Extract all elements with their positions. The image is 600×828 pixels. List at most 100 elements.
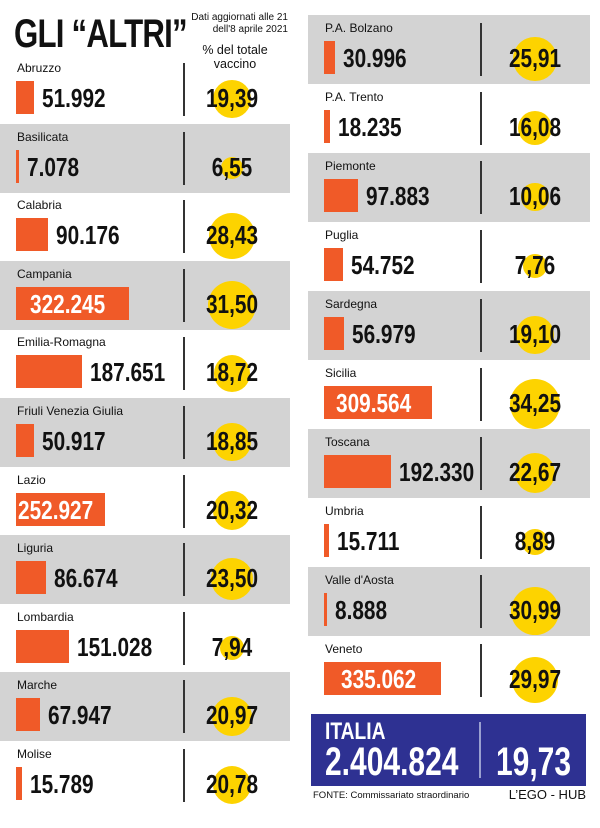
region-label: Sicilia	[325, 366, 357, 380]
pct-column-header: % del totale vaccino	[202, 43, 268, 71]
value-label: 335.062	[340, 664, 416, 694]
pct-circle	[213, 80, 251, 118]
value-bar	[16, 218, 48, 252]
divider	[183, 337, 185, 391]
table-row: Molise 15.789 20,78	[0, 741, 290, 810]
divider	[479, 722, 481, 778]
value-label: 322.245	[30, 288, 106, 319]
pct-circle	[219, 635, 245, 660]
pct-label: 18,85	[205, 426, 259, 456]
value-bar	[324, 110, 331, 143]
region-label: Puglia	[325, 228, 359, 242]
value-label: 30.996	[342, 43, 407, 73]
region-label: Basilicata	[17, 129, 69, 144]
pct-label: 20,97	[205, 700, 259, 731]
value-label: 309.564	[336, 388, 412, 418]
table-row: Lombardia 151.028 7,94	[0, 604, 290, 673]
region-label: Friuli Venezia Giulia	[17, 404, 124, 418]
value-label: 67.947	[47, 700, 112, 731]
total-label: ITALIA	[325, 718, 386, 745]
divider	[183, 268, 185, 322]
region-label: Lazio	[17, 472, 46, 487]
value-bar	[16, 286, 129, 320]
pct-label: 22,67	[508, 457, 562, 487]
divider	[183, 543, 185, 597]
pct-circle	[511, 587, 559, 635]
value-bar	[16, 424, 34, 457]
value-label: 252.927	[18, 494, 94, 525]
region-label: Campania	[17, 266, 72, 281]
region-label: Piemonte	[325, 159, 376, 173]
value-bar	[324, 317, 344, 350]
pct-circle	[513, 37, 557, 81]
value-bar	[16, 561, 47, 595]
table-row: Toscana 192.330 22,67	[308, 429, 590, 498]
divider	[183, 406, 185, 459]
table-row: Basilicata 7.078 6,55	[0, 123, 290, 193]
value-label: 151.028	[76, 631, 153, 662]
value-bar	[324, 386, 433, 419]
value-bar	[16, 698, 40, 732]
divider	[183, 680, 185, 734]
pct-circle	[510, 379, 560, 429]
divider	[480, 92, 482, 145]
value-label: 97.883	[366, 181, 430, 211]
pct-label: 7,94	[211, 631, 253, 662]
value-bar	[324, 524, 330, 557]
table-row: Campania 322.245 31,50	[0, 260, 290, 330]
divider	[183, 200, 185, 254]
divider	[480, 575, 482, 628]
table-row: Friuli Venezia Giulia 50.917 18,85	[0, 398, 290, 467]
region-label: Valle d'Aosta	[325, 573, 394, 587]
table-row: P.A. Bolzano 30.996 25,91	[308, 15, 590, 84]
divider	[183, 474, 185, 528]
divider	[480, 23, 482, 76]
value-label: 7.078	[27, 151, 80, 182]
pct-label: 28,43	[205, 220, 259, 251]
table-row: Marche 67.947 20,97	[0, 672, 290, 742]
table-row: Veneto 335.062 29,97	[308, 636, 590, 705]
divider	[480, 299, 482, 352]
value-label: 50.917	[41, 426, 106, 456]
value-label: 18.235	[338, 112, 402, 142]
value-bar	[324, 662, 442, 695]
table-row: Lazio 252.927 20,32	[0, 467, 290, 536]
value-bar	[324, 593, 328, 626]
source-note: FONTE: Commissariato straordinario	[313, 790, 470, 801]
pct-label: 10,06	[508, 181, 562, 211]
value-bar	[16, 355, 82, 389]
pct-label: 6,55	[211, 151, 253, 182]
region-label: Abruzzo	[17, 61, 62, 75]
pct-label: 29,97	[508, 664, 562, 694]
value-bar	[16, 81, 35, 114]
table-row: P.A. Trento 18.235 16,08	[308, 84, 590, 153]
value-label: 187.651	[89, 357, 165, 388]
divider	[183, 131, 185, 185]
region-label: Umbria	[325, 504, 364, 518]
value-label: 15.789	[29, 769, 94, 799]
value-label: 86.674	[54, 563, 118, 594]
pct-circle	[516, 316, 554, 354]
pct-circle	[208, 280, 256, 329]
value-bar	[324, 248, 344, 281]
divider	[480, 230, 482, 283]
table-row: Sicilia 309.564 34,25	[308, 360, 590, 429]
pct-circle	[517, 110, 553, 146]
region-label: Marche	[17, 678, 58, 693]
pct-circle	[514, 452, 556, 494]
value-bar	[324, 179, 359, 212]
pct-circle	[212, 491, 252, 530]
divider	[480, 506, 482, 559]
value-label: 54.752	[351, 250, 415, 280]
table-row: Calabria 90.176 28,43	[0, 192, 290, 261]
pct-circle	[213, 423, 251, 461]
table-row: Emilia-Romagna 187.651 18,72	[0, 329, 290, 398]
table-row: Valle d'Aosta 8.888 30,99	[308, 567, 590, 636]
divider	[480, 161, 482, 214]
table-row: Piemonte 97.883 10,06	[308, 153, 590, 222]
value-bar	[16, 629, 69, 663]
region-label: Molise	[17, 747, 52, 761]
pct-circle	[209, 213, 255, 259]
region-label: P.A. Trento	[325, 90, 384, 104]
table-row: Puglia 54.752 7,76	[308, 222, 590, 291]
